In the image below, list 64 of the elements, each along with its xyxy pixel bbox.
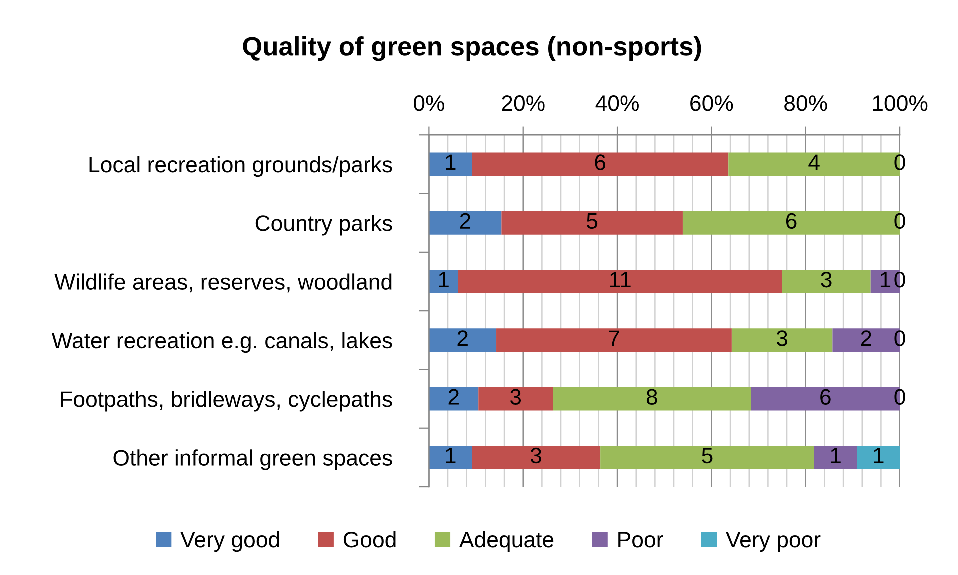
annotation: 2 xyxy=(448,389,459,405)
annotation: 1 xyxy=(439,272,449,288)
legend-label: Good xyxy=(344,531,396,548)
x-tick-label: 40% xyxy=(596,96,639,112)
bar xyxy=(429,387,479,411)
annotation: 5 xyxy=(587,214,598,230)
bar xyxy=(472,152,729,176)
annotation: 2 xyxy=(861,330,872,346)
bar xyxy=(429,211,502,235)
annotation: 7 xyxy=(609,330,620,346)
y-tick-label: Country parks xyxy=(256,215,392,236)
annotation: 3 xyxy=(510,389,522,406)
y-tick-label: Wildlife areas, reserves, woodland xyxy=(54,274,392,293)
bar xyxy=(600,446,814,470)
annotation: 0 xyxy=(894,272,906,288)
annotation: 6 xyxy=(820,389,831,406)
bar xyxy=(429,328,497,352)
x-tick-label: 20% xyxy=(502,96,545,112)
bar xyxy=(732,328,833,352)
y-tick-label: Footpaths, bridleways, cyclepaths xyxy=(61,391,392,412)
legend-label: Very good xyxy=(180,531,280,552)
bar xyxy=(429,152,472,176)
annotation: 5 xyxy=(702,448,713,464)
bar xyxy=(478,387,554,411)
annotation: 3 xyxy=(821,272,832,288)
annotation: 1 xyxy=(874,448,884,464)
annotation: 0 xyxy=(894,154,906,170)
x-tick-label: 80% xyxy=(784,96,828,112)
y-tick-label: Other informal green spaces xyxy=(114,450,392,470)
annotation: 2 xyxy=(460,213,471,229)
bar xyxy=(472,446,601,470)
legend-label: Very poor xyxy=(726,532,821,552)
bar xyxy=(814,446,858,470)
annotation: 3 xyxy=(530,448,542,464)
bar xyxy=(458,270,782,294)
annotation: 0 xyxy=(894,213,906,230)
annotation: 1 xyxy=(446,154,456,170)
annotation: 0 xyxy=(894,330,906,346)
legend-label: Adequate xyxy=(459,531,554,552)
annotation: 3 xyxy=(776,330,788,346)
annotation: 4 xyxy=(808,154,820,170)
bar xyxy=(502,211,683,235)
annotation: 1 xyxy=(880,272,891,288)
x-tick-label: 100% xyxy=(873,96,928,112)
annotation: 0 xyxy=(894,389,906,406)
annotation: 2 xyxy=(458,330,468,346)
bar xyxy=(496,328,732,352)
annotation: 1 xyxy=(831,448,841,464)
x-tick-label: 0% xyxy=(414,96,444,112)
bar xyxy=(857,446,900,470)
annotation: 1 xyxy=(446,448,456,464)
bar xyxy=(553,387,752,411)
annotation: 8 xyxy=(646,389,658,406)
x-tick-label: 60% xyxy=(690,96,734,112)
annotation: 6 xyxy=(786,213,797,230)
chart-title: Quality of green spaces (non-sports) xyxy=(243,36,702,62)
y-tick-label: Local recreation grounds/parks xyxy=(90,156,392,178)
bar xyxy=(782,270,871,294)
y-tick-label: Water recreation e.g. canals, lakes xyxy=(52,332,392,354)
legend-label: Poor xyxy=(618,532,664,548)
bar xyxy=(429,446,472,470)
annotation: 6 xyxy=(595,154,606,170)
bar xyxy=(429,270,458,294)
annotation: 11 xyxy=(610,272,631,288)
